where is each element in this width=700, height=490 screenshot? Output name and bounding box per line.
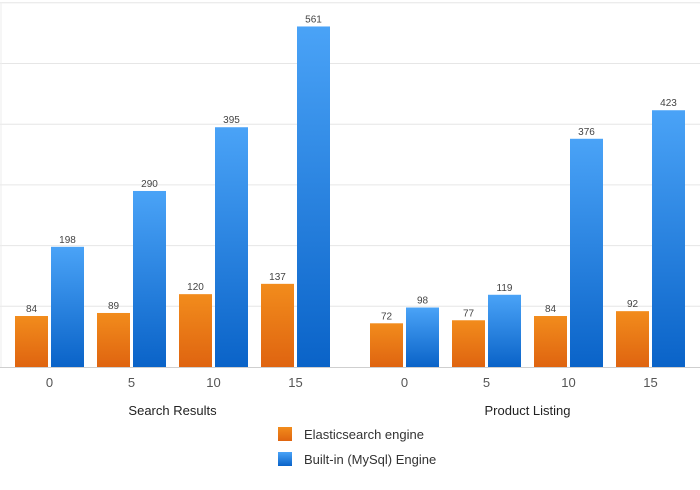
bar-elasticsearch[interactable] — [179, 294, 212, 367]
bar-mysql[interactable] — [406, 307, 439, 367]
bar-value-label: 290 — [141, 179, 158, 190]
legend-swatch-mysql — [278, 452, 292, 466]
bar-value-label: 395 — [223, 115, 240, 126]
labels-layer: 84 198 0 89 290 5 120 395 10 137 561 15 Search Resul… — [26, 14, 677, 418]
bar-value-label: 137 — [269, 272, 286, 283]
bar-value-label: 89 — [108, 301, 120, 312]
bar-value-label: 84 — [545, 304, 557, 315]
group-label: Product Listing — [485, 403, 571, 418]
bar-value-label: 376 — [578, 127, 595, 138]
x-tick-label: 0 — [46, 375, 53, 390]
legend: Elasticsearch engine Built-in (MySql) En… — [278, 425, 538, 475]
bars-layer — [15, 26, 685, 368]
bar-elasticsearch[interactable] — [452, 320, 485, 367]
group-label: Search Results — [128, 403, 217, 418]
x-tick-label: 10 — [561, 375, 575, 390]
bar-value-label: 77 — [463, 308, 475, 319]
x-tick-label: 15 — [643, 375, 657, 390]
legend-swatch-elasticsearch — [278, 427, 292, 441]
legend-item-elasticsearch[interactable]: Elasticsearch engine — [278, 425, 538, 443]
bar-value-label: 198 — [59, 235, 76, 246]
bar-value-label: 119 — [497, 283, 513, 294]
x-tick-label: 5 — [483, 375, 490, 390]
bar-mysql[interactable] — [570, 138, 603, 367]
bar-value-label: 72 — [381, 311, 393, 322]
bar-elasticsearch[interactable] — [534, 316, 567, 367]
bar-mysql[interactable] — [488, 294, 521, 367]
bar-mysql[interactable] — [133, 190, 166, 367]
bar-value-label: 120 — [187, 282, 204, 293]
bar-value-label: 84 — [26, 304, 38, 315]
bar-value-label: 423 — [660, 98, 677, 109]
x-tick-label: 5 — [128, 375, 135, 390]
legend-item-mysql[interactable]: Built-in (MySql) Engine — [278, 450, 538, 468]
bar-mysql[interactable] — [297, 26, 330, 368]
bar-elasticsearch[interactable] — [15, 316, 48, 367]
bar-elasticsearch[interactable] — [370, 323, 403, 367]
bar-value-label: 92 — [627, 299, 639, 310]
x-tick-label: 0 — [401, 375, 408, 390]
legend-label-elasticsearch: Elasticsearch engine — [304, 426, 424, 442]
bar-mysql[interactable] — [652, 110, 685, 367]
x-tick-label: 10 — [206, 375, 220, 390]
x-tick-label: 15 — [288, 375, 302, 390]
bar-value-label: 561 — [305, 14, 322, 25]
bar-mysql[interactable] — [51, 246, 84, 367]
bar-value-label: 98 — [417, 296, 429, 307]
bar-mysql[interactable] — [215, 127, 248, 367]
bar-elasticsearch[interactable] — [97, 312, 130, 367]
bar-elasticsearch[interactable] — [261, 283, 294, 367]
legend-label-mysql: Built-in (MySql) Engine — [304, 451, 437, 467]
bar-elasticsearch[interactable] — [616, 311, 649, 367]
